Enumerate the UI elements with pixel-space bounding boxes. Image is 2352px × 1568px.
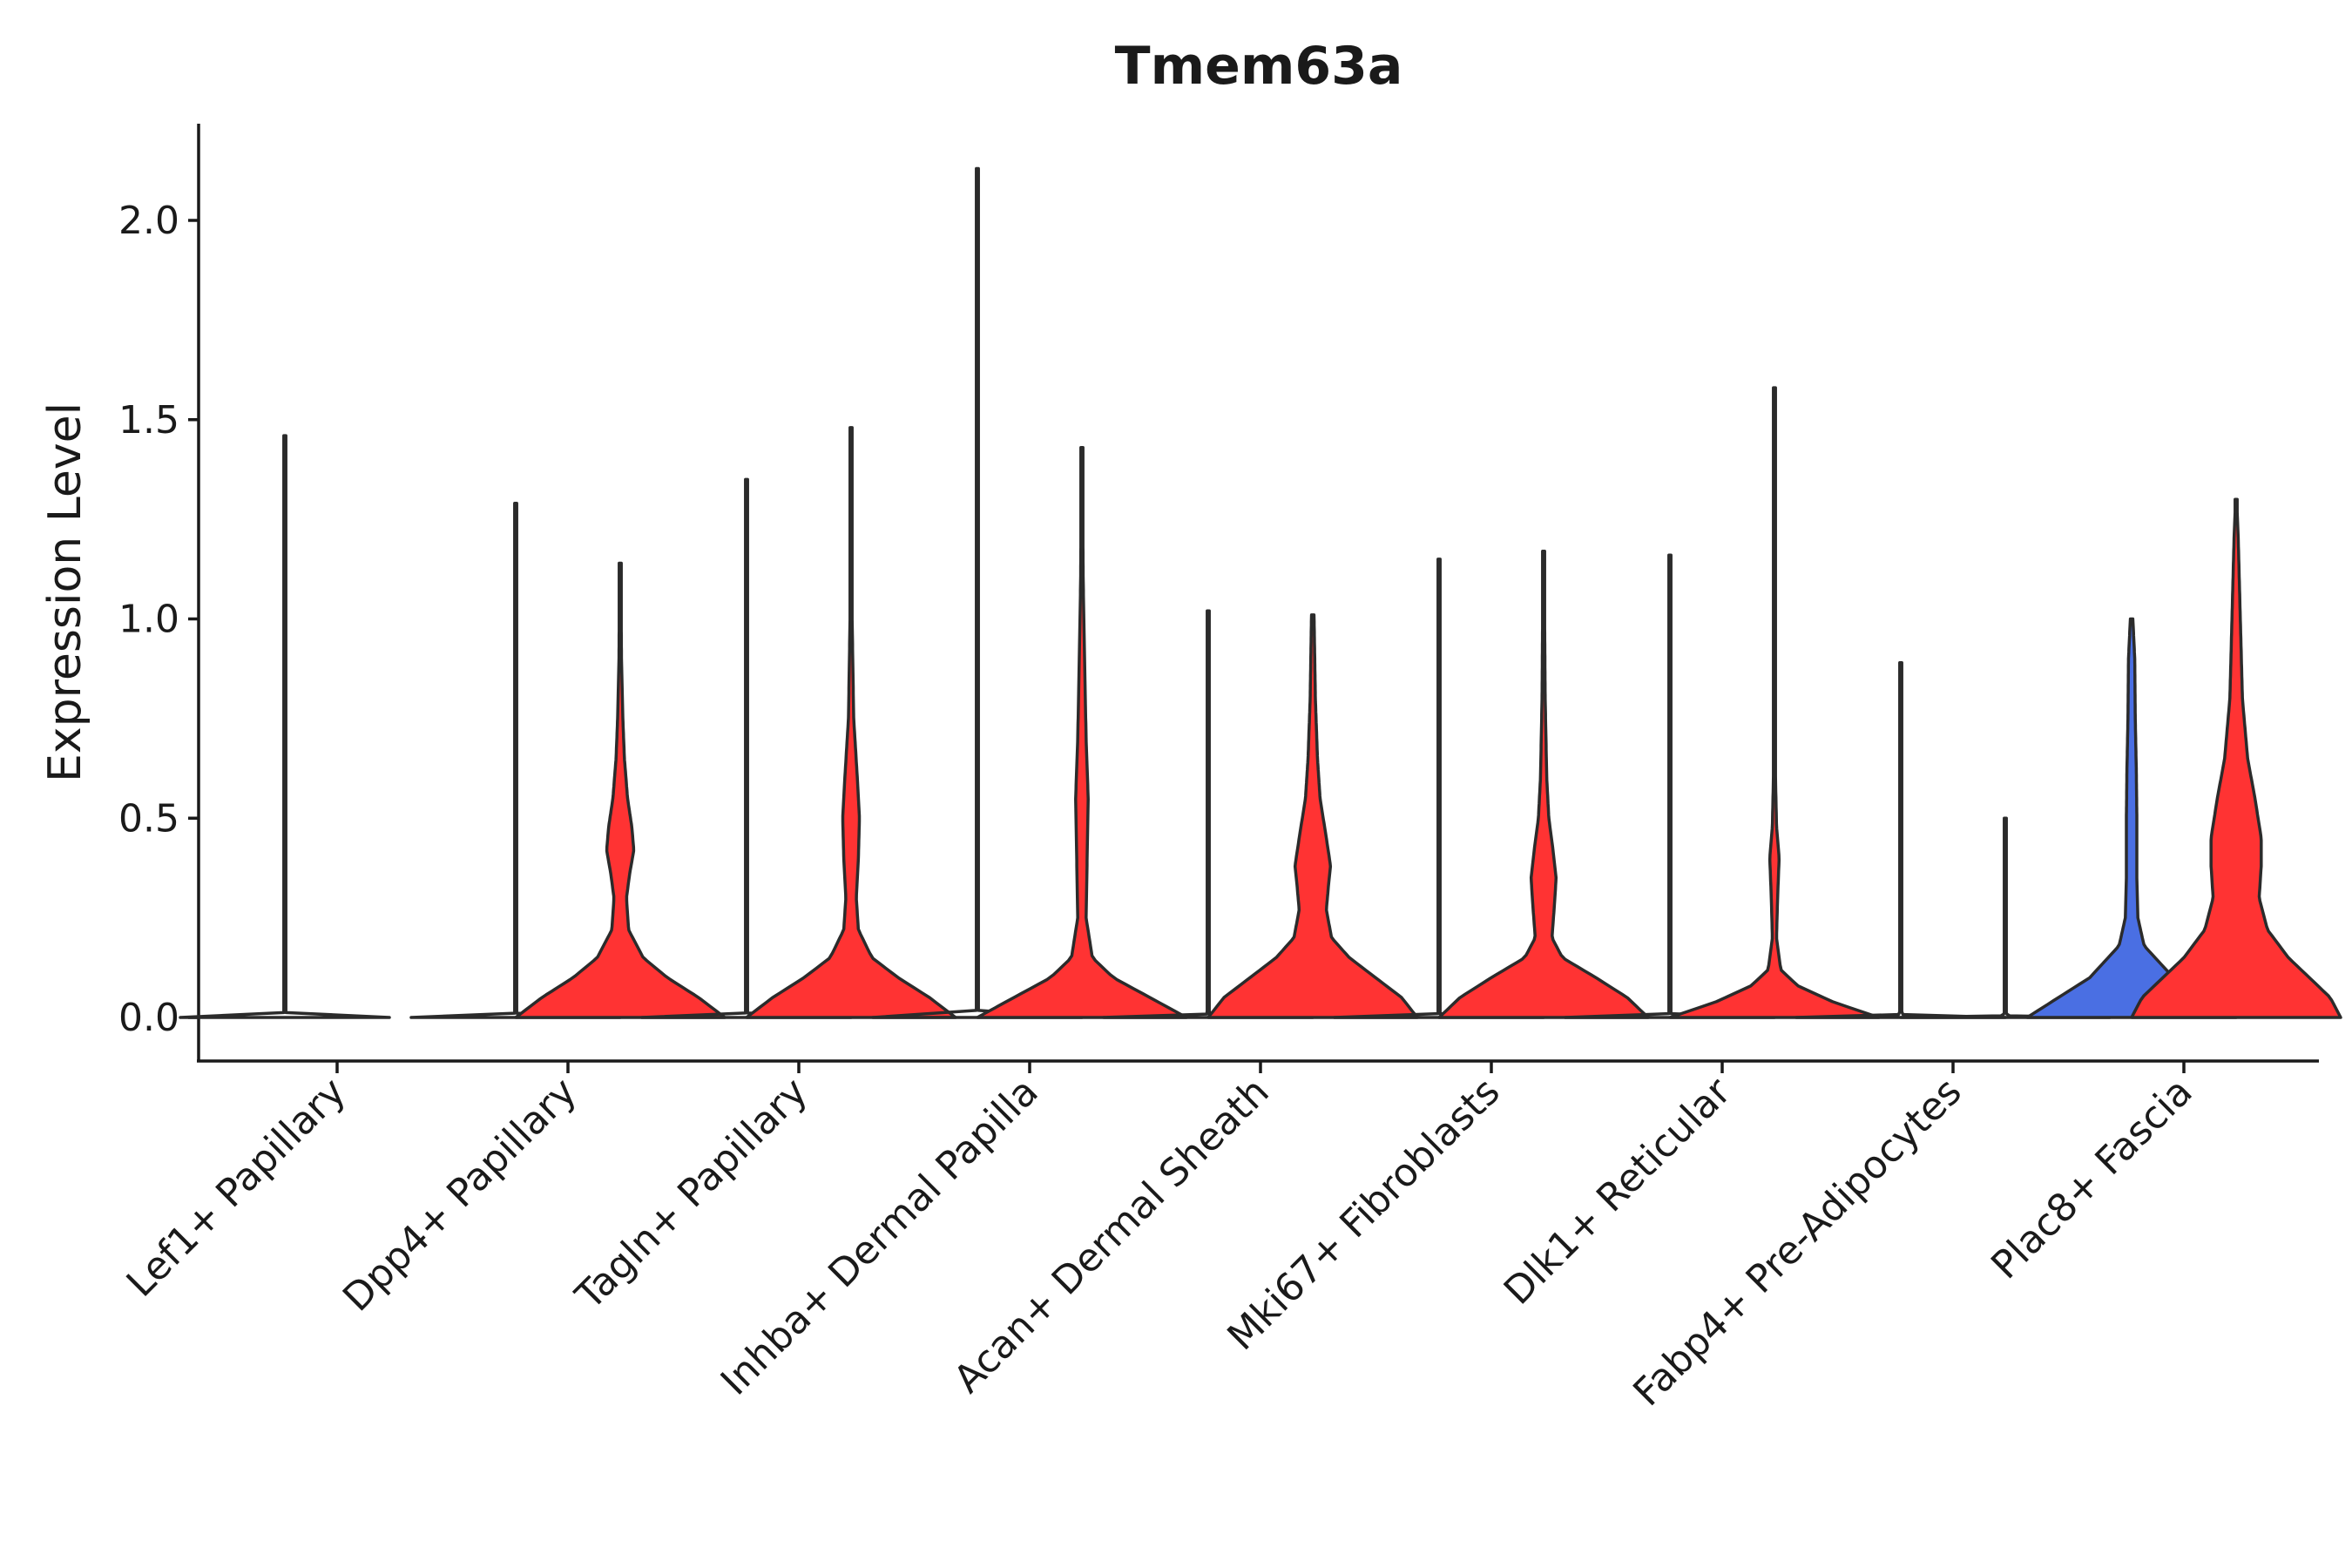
violins	[179, 166, 2342, 1019]
violin-empty	[1564, 553, 1776, 1019]
violin-empty	[1899, 816, 2112, 1019]
violin-empty	[1333, 558, 1545, 1019]
y-tick-label: 0.0	[118, 996, 179, 1040]
violin-empty	[1794, 661, 2007, 1019]
violin-empty	[179, 434, 391, 1019]
x-tick-label: Lef1+ Papillary	[118, 1070, 355, 1306]
violin-empty	[871, 166, 1084, 1019]
x-tick-label: Dlk1+ Reticular	[1496, 1069, 1740, 1314]
violin-red	[1437, 549, 1650, 1019]
violin-empty	[409, 502, 622, 1019]
violin-red	[1668, 386, 1881, 1019]
y-tick-label: 1.5	[118, 398, 179, 443]
violin-empty	[1102, 609, 1315, 1019]
y-ticks: 0.0 0.5 1.0 1.5 2.0	[118, 199, 199, 1040]
violin-red	[2130, 497, 2342, 1019]
y-tick-label: 0.5	[118, 796, 179, 841]
x-tick-label: Plac8+ Fascia	[1983, 1070, 2201, 1288]
violin-red	[745, 426, 957, 1019]
violin-red	[976, 446, 1188, 1019]
x-tick-label: Tagln+ Papillary	[567, 1070, 816, 1319]
violin-red	[1206, 613, 1419, 1019]
y-tick-label: 1.0	[118, 598, 179, 642]
violin-empty	[640, 477, 853, 1019]
x-tick-label: Dpp4+ Papillary	[335, 1070, 585, 1321]
chart-title: Tmem63a	[1115, 36, 1403, 97]
violin-blue	[2025, 617, 2238, 1019]
violin-red	[514, 561, 727, 1019]
y-axis-label: Expression Level	[39, 402, 91, 782]
y-tick-label: 2.0	[118, 199, 179, 243]
